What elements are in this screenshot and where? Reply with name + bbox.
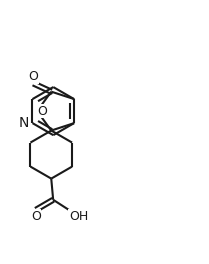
Text: O: O: [31, 210, 41, 223]
Text: N: N: [18, 116, 29, 130]
Text: O: O: [37, 105, 47, 117]
Text: OH: OH: [69, 210, 88, 223]
Text: O: O: [28, 70, 38, 83]
